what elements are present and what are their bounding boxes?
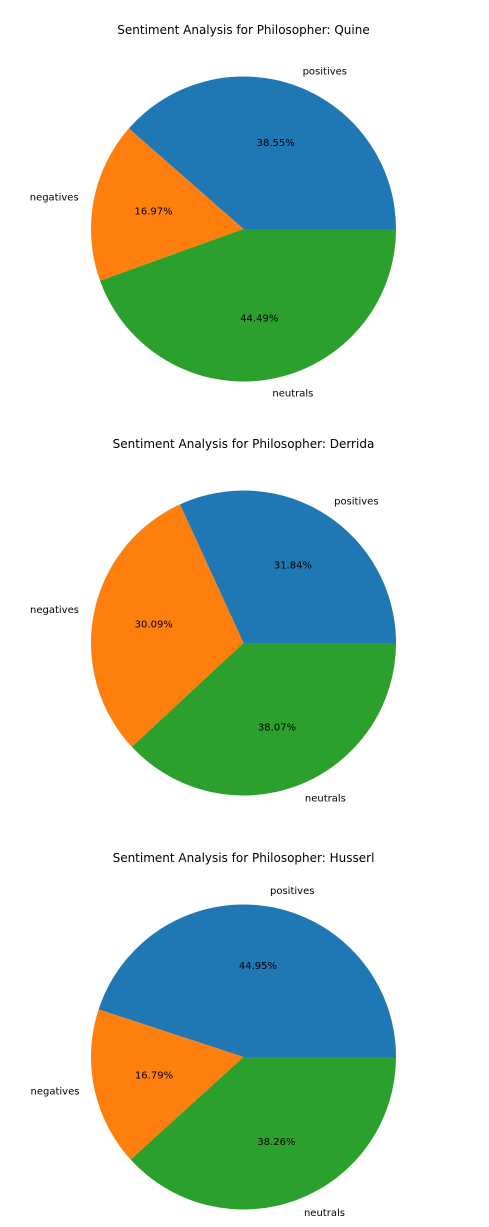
slice-label-positives: positives [303,66,347,77]
slice-label-neutrals: neutrals [305,794,346,805]
slice-percent-label: 38.55% [257,138,295,149]
pie-slice-negatives [90,504,244,747]
slice-label-negatives: negatives [30,1086,79,1097]
pie-slice-neutrals [100,229,397,382]
pie-chart-3: Sentiment Analysis for Philosopher: Huss… [30,851,397,1219]
pie-slice-positives [98,904,397,1057]
slice-percent-label: 16.97% [135,207,173,218]
slice-percent-label: 38.26% [257,1137,295,1148]
pie-slice-positives [128,76,396,229]
pie-chart-2: Sentiment Analysis for Philosopher: Derr… [30,437,397,805]
pie-slice-negatives [90,128,244,281]
slice-percent-label: 44.49% [240,314,278,325]
slice-percent-label: 30.09% [135,620,173,631]
slice-percent-label: 31.84% [274,560,312,571]
slice-label-negatives: negatives [30,605,79,616]
pie-slice-neutrals [130,1057,397,1210]
pie-slice-negatives [91,1009,244,1160]
slice-label-neutrals: neutrals [304,1208,345,1219]
slice-label-positives: positives [270,886,314,897]
chart-title: Sentiment Analysis for Philosopher: Derr… [113,437,375,451]
slice-label-positives: positives [334,496,378,507]
chart-title: Sentiment Analysis for Philosopher: Quin… [117,23,369,37]
slice-label-negatives: negatives [30,192,79,203]
pie-slice-neutrals [131,643,397,796]
slice-percent-label: 44.95% [239,961,277,972]
slice-label-neutrals: neutrals [272,389,313,400]
slice-percent-label: 16.79% [135,1071,173,1082]
chart-title: Sentiment Analysis for Philosopher: Huss… [113,851,375,865]
pie-slice-positives [179,490,396,643]
slice-percent-label: 38.07% [258,723,296,734]
pie-chart-1: Sentiment Analysis for Philosopher: Quin… [30,23,397,400]
